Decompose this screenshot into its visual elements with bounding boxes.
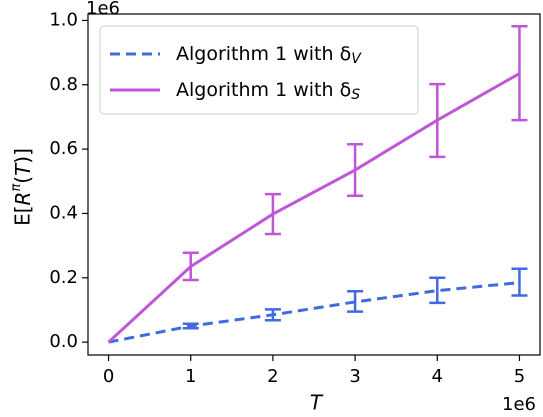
legend-box <box>99 25 419 115</box>
x-tick-label: 0 <box>103 366 114 387</box>
x-tick-label: 5 <box>514 366 525 387</box>
legend-label-dv: Algorithm 1 with δV <box>176 43 362 68</box>
error-bar <box>182 322 199 330</box>
y-tick-label: 1.0 <box>49 9 78 30</box>
legend-label-ds: Algorithm 1 with δS <box>176 79 360 104</box>
error-bar <box>511 267 528 297</box>
x-axis-label: T <box>310 391 324 415</box>
x-tick-label: 4 <box>432 366 443 387</box>
x-tick-label: 1 <box>185 366 196 387</box>
error-bar <box>264 192 281 236</box>
series-line-1 <box>107 72 521 344</box>
error-bar <box>511 24 528 122</box>
series-layer <box>107 24 528 344</box>
error-bar <box>429 82 446 159</box>
error-bar <box>347 290 364 313</box>
plot-frame <box>87 13 541 356</box>
error-bar <box>264 308 281 322</box>
x-scale-label: 1e6 <box>502 394 536 415</box>
ticks: 0 1 2 3 4 5 0.0 0.2 0.4 0.6 0.8 1.0 <box>49 9 525 387</box>
y-tick-label: 0.8 <box>49 74 78 95</box>
y-tick-label: 0.4 <box>49 202 78 223</box>
y-tick-label: 0.0 <box>49 331 78 352</box>
error-bar <box>429 276 446 305</box>
y-axis-label: E[Rπ(T)] <box>9 148 35 226</box>
series-line-0 <box>108 281 520 344</box>
x-tick-label: 2 <box>267 366 278 387</box>
legend: Algorithm 1 with δV Algorithm 1 with δS <box>99 25 419 115</box>
error-bar <box>347 143 364 198</box>
y-tick-label: 0.2 <box>49 267 78 288</box>
y-tick-label: 0.6 <box>49 138 78 159</box>
y-scale-label: 1e6 <box>86 0 120 19</box>
x-tick-label: 3 <box>349 366 360 387</box>
error-bar <box>182 251 199 282</box>
